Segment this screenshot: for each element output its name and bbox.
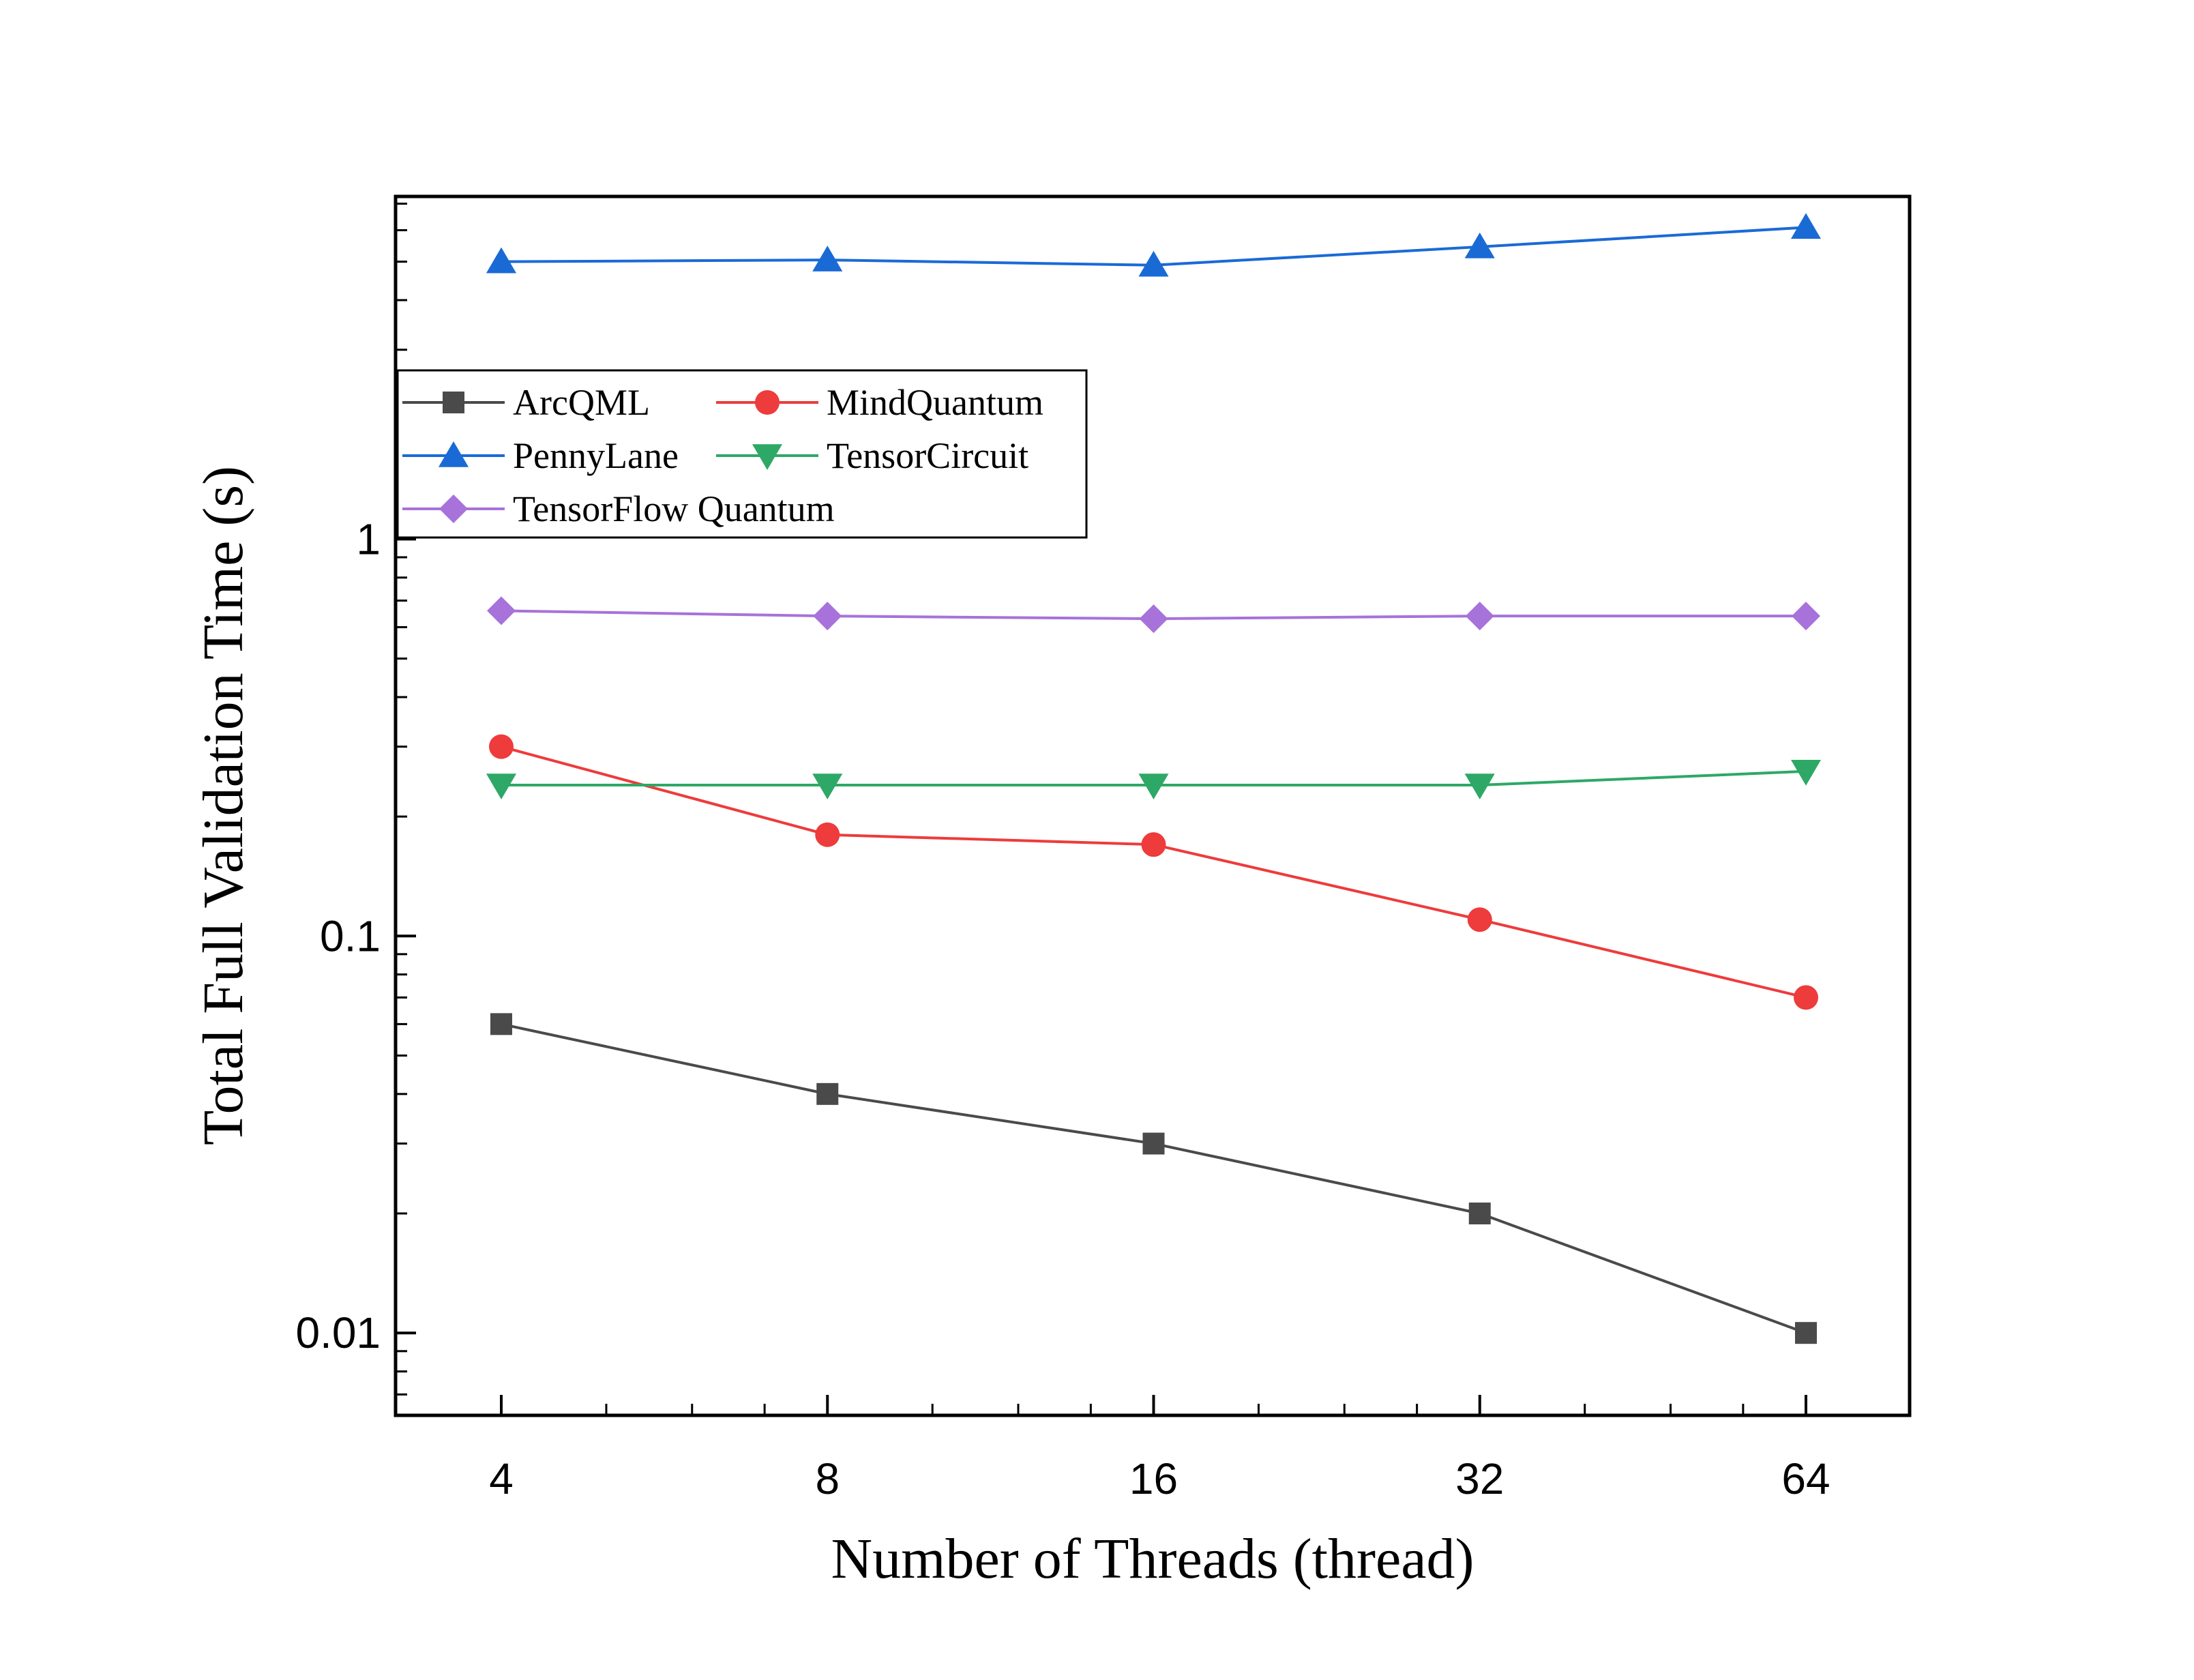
series-arcqml: [490, 1013, 1817, 1344]
x-axis-ticks: 4 8 16 32 64: [489, 1395, 1830, 1503]
data-point-pennylane: [1790, 213, 1822, 239]
data-point-arcqml: [1142, 1132, 1165, 1155]
data-point-arcqml: [1468, 1203, 1491, 1225]
data-point-arcqml: [1795, 1322, 1817, 1344]
data-point-mindquantum: [489, 734, 514, 759]
legend-swatch-marker: [438, 441, 469, 467]
series-tensorcircuit: [486, 760, 1822, 800]
legend-label: ArcQML: [513, 382, 650, 423]
legend-label: PennyLane: [513, 435, 679, 476]
y-tick-label: 1: [356, 514, 381, 563]
data-point-tensorflow-quantum: [1465, 602, 1494, 631]
legend-label: MindQuantum: [827, 382, 1043, 423]
data-point-pennylane: [812, 246, 843, 271]
data-point-tensorflow-quantum: [813, 602, 842, 631]
y-tick-label: 0.01: [295, 1308, 381, 1357]
data-point-mindquantum: [815, 822, 840, 847]
data-point-mindquantum: [1467, 907, 1492, 932]
data-point-pennylane: [1138, 250, 1169, 277]
data-point-tensorcircuit: [1790, 760, 1822, 786]
legend-item-arcqml: ArcQML: [402, 382, 650, 423]
legend-label: TensorFlow Quantum: [513, 488, 835, 529]
data-point-tensorflow-quantum: [1139, 604, 1168, 634]
data-point-arcqml: [816, 1082, 839, 1105]
legend-item-tensorcircuit: TensorCircuit: [716, 435, 1028, 476]
legend: ArcQML MindQuantum PennyLane TensorCircuit T…: [396, 369, 1088, 539]
legend-swatch-marker: [755, 390, 780, 415]
data-point-mindquantum: [1794, 985, 1818, 1010]
x-tick-label: 32: [1455, 1454, 1504, 1503]
data-point-pennylane: [486, 247, 517, 274]
data-point-tensorcircuit: [486, 773, 517, 800]
legend-item-mindquantum: MindQuantum: [716, 382, 1043, 423]
data-point-tensorcircuit: [812, 773, 843, 800]
y-axis-ticks: 0.01 0.1 1: [295, 203, 416, 1396]
data-point-arcqml: [490, 1013, 512, 1035]
data-point-tensorflow-quantum: [487, 596, 516, 625]
x-tick-label: 64: [1781, 1454, 1830, 1503]
x-tick-label: 8: [815, 1454, 840, 1503]
x-tick-label: 16: [1129, 1454, 1178, 1503]
legend-swatch-marker: [752, 444, 783, 470]
legend-item-pennylane: PennyLane: [402, 435, 679, 476]
x-tick-label: 4: [489, 1454, 514, 1503]
series-layer: [486, 213, 1822, 1344]
series-mindquantum: [489, 734, 1818, 1010]
series-tensorflow-quantum: [487, 596, 1820, 634]
data-point-pennylane: [1464, 232, 1495, 259]
legend-box: [396, 369, 1088, 539]
y-axis-title: Total Full Validation Time (s): [192, 466, 255, 1145]
legend-swatch-marker: [439, 495, 468, 523]
data-point-mindquantum: [1141, 832, 1166, 857]
data-point-tensorcircuit: [1138, 773, 1169, 800]
series-line-arcqml: [501, 1022, 1807, 1335]
legend-swatch-marker: [443, 392, 464, 413]
x-axis-title: Number of Threads (thread): [831, 1527, 1474, 1591]
legend-item-tensorflow-quantum: TensorFlow Quantum: [402, 488, 835, 529]
data-point-tensorflow-quantum: [1792, 602, 1820, 631]
legend-label: TensorCircuit: [827, 435, 1028, 476]
series-pennylane: [486, 213, 1822, 277]
y-tick-label: 0.1: [320, 911, 381, 960]
data-point-tensorcircuit: [1464, 773, 1495, 800]
